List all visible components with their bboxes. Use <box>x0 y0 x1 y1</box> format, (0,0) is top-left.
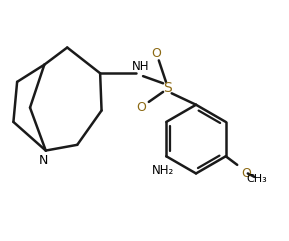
Text: NH₂: NH₂ <box>152 164 175 177</box>
Text: S: S <box>163 80 172 94</box>
Text: NH: NH <box>131 60 149 73</box>
Text: O: O <box>151 47 161 60</box>
Text: N: N <box>39 154 48 167</box>
Text: O: O <box>241 167 251 180</box>
Text: O: O <box>137 101 147 114</box>
Text: CH₃: CH₃ <box>247 174 268 184</box>
